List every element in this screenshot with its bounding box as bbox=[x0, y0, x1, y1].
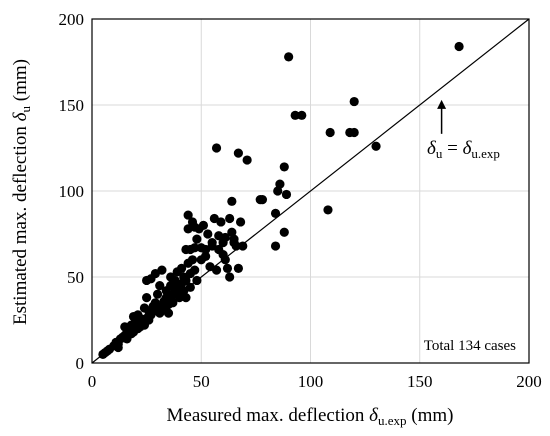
data-point-111 bbox=[120, 322, 130, 332]
data-point-126 bbox=[229, 234, 239, 244]
data-point-124 bbox=[220, 232, 230, 243]
data-point-83 bbox=[225, 272, 235, 282]
data-point-107 bbox=[349, 127, 359, 138]
data-point-131 bbox=[166, 272, 176, 282]
data-point-77 bbox=[211, 265, 222, 275]
data-point-98 bbox=[279, 227, 289, 237]
data-point-125 bbox=[225, 213, 235, 224]
data-point-101 bbox=[284, 52, 294, 62]
equality-annotation: δu = δu.exp bbox=[427, 99, 500, 161]
data-point-102 bbox=[290, 110, 300, 120]
data-point-62 bbox=[187, 255, 198, 265]
data-point-109 bbox=[371, 141, 381, 151]
data-point-93 bbox=[257, 195, 268, 205]
data-point-130 bbox=[144, 315, 154, 325]
data-point-52 bbox=[176, 263, 187, 273]
data-point-35 bbox=[157, 265, 167, 275]
data-point-113 bbox=[142, 293, 152, 303]
data-point-72 bbox=[203, 229, 213, 239]
data-point-116 bbox=[163, 308, 174, 318]
data-point-122 bbox=[207, 238, 217, 248]
data-point-105 bbox=[325, 127, 335, 138]
y-tick-label-1: 50 bbox=[67, 268, 84, 287]
data-point-76 bbox=[211, 143, 222, 153]
data-point-103 bbox=[297, 110, 307, 120]
y-tick-label-3: 150 bbox=[59, 96, 85, 115]
data-point-132 bbox=[201, 244, 211, 255]
y-axis-title: Estimated max. deflection δu (mm) bbox=[10, 59, 33, 325]
data-point-95 bbox=[270, 208, 281, 218]
data-points bbox=[98, 41, 464, 359]
data-point-118 bbox=[181, 293, 191, 303]
data-point-127 bbox=[233, 263, 243, 273]
data-point-117 bbox=[172, 281, 182, 291]
y-tick-label-4: 200 bbox=[59, 10, 85, 29]
data-point-88 bbox=[233, 148, 243, 158]
data-point-121 bbox=[196, 255, 206, 265]
data-point-91 bbox=[242, 155, 252, 165]
x-tick-label-0: 0 bbox=[88, 372, 97, 391]
data-point-90 bbox=[238, 241, 248, 251]
x-tick-labels: 0 50 100 150 200 bbox=[88, 372, 542, 391]
data-point-85 bbox=[227, 196, 237, 206]
annotation-arrowhead bbox=[437, 99, 447, 109]
data-point-82 bbox=[222, 263, 233, 273]
data-point-129 bbox=[133, 310, 143, 320]
data-point-70 bbox=[198, 220, 209, 230]
data-point-60 bbox=[185, 282, 195, 292]
data-point-65 bbox=[190, 265, 200, 275]
data-point-110 bbox=[454, 41, 464, 52]
total-cases-note: Total 134 cases bbox=[424, 338, 516, 354]
x-tick-label-4: 200 bbox=[516, 372, 542, 391]
data-point-120 bbox=[190, 222, 200, 232]
data-point-89 bbox=[235, 217, 246, 227]
data-point-79 bbox=[216, 217, 226, 227]
data-point-100 bbox=[281, 189, 292, 200]
data-point-57 bbox=[183, 210, 193, 220]
data-point-67 bbox=[192, 275, 202, 286]
y-tick-label-2: 100 bbox=[59, 182, 85, 201]
annotation-label: δu = δu.exp bbox=[427, 138, 500, 161]
plot-frame bbox=[91, 18, 530, 364]
data-point-94 bbox=[270, 241, 281, 251]
data-point-66 bbox=[192, 234, 202, 244]
data-point-133 bbox=[218, 250, 228, 260]
x-tick-label-3: 150 bbox=[407, 372, 433, 391]
data-point-55 bbox=[181, 275, 191, 286]
data-point-50 bbox=[174, 293, 184, 303]
data-point-104 bbox=[323, 205, 333, 215]
y-tick-label-0: 0 bbox=[76, 354, 85, 373]
data-point-99 bbox=[279, 162, 289, 172]
x-axis-title: Measured max. deflection δu.exp (mm) bbox=[167, 405, 454, 428]
data-point-97 bbox=[275, 179, 285, 189]
x-tick-label-1: 50 bbox=[193, 372, 210, 391]
data-point-108 bbox=[349, 96, 359, 107]
data-point-114 bbox=[148, 301, 158, 311]
data-point-43 bbox=[168, 298, 178, 308]
x-tick-label-2: 100 bbox=[298, 372, 324, 391]
data-point-128 bbox=[113, 342, 123, 353]
data-point-115 bbox=[155, 281, 165, 291]
y-tick-labels: 0 50 100 150 200 bbox=[59, 10, 85, 373]
data-point-32 bbox=[152, 289, 163, 299]
data-point-119 bbox=[185, 244, 195, 255]
